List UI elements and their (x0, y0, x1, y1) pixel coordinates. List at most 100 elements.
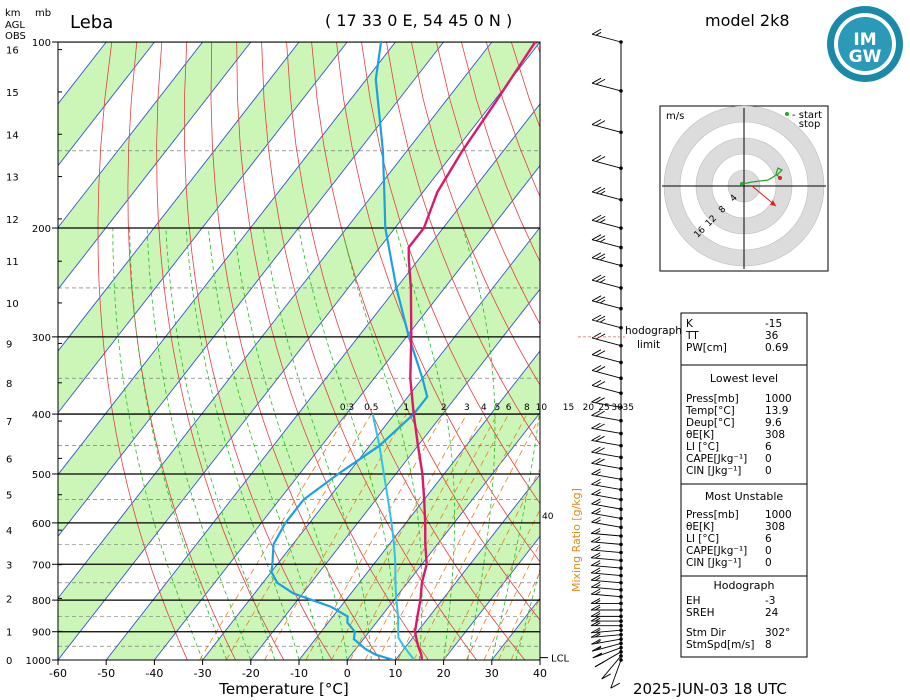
temperature-tick-label: 40 (533, 667, 547, 680)
temperature-tick-label: 0 (344, 667, 351, 680)
index-label: θE[K] (686, 521, 714, 533)
temperature-tick-label: -20 (242, 667, 260, 680)
wind-barb-staff (591, 493, 622, 500)
wind-barb-feather (591, 410, 601, 416)
pressure-tick-label: 400 (32, 410, 51, 421)
index-value: -3 (765, 595, 775, 607)
hodograph-legend-start: - start (792, 110, 822, 121)
wind-barb-half-feather (599, 238, 606, 243)
indices-panel: K -15 TT 36 PW[cm] 0.69 Lowest level Press[mb] 1… (680, 312, 808, 658)
wind-barb (590, 552, 622, 561)
wind-barb-feather (591, 365, 602, 371)
wind-barb-staff (591, 440, 622, 447)
km-label: km (5, 8, 21, 19)
wind-barb (591, 274, 622, 289)
wind-barb-feather (591, 435, 601, 441)
dry-adiabat (127, 42, 237, 660)
mixing-ratio-label: 6 (506, 403, 512, 413)
wind-barb (591, 468, 622, 480)
wind-barb (591, 410, 622, 422)
moist-adiabat (146, 227, 252, 660)
km-tick-label: 2 (6, 594, 12, 605)
wind-barb-staff (591, 521, 622, 528)
wind-barb-staff (591, 191, 622, 201)
wind-barb (591, 252, 622, 266)
mixing-ratio-label: 3 (464, 403, 470, 413)
wind-barb-feather (591, 379, 602, 386)
index-value: 302° (765, 627, 790, 639)
station-name: Leba (70, 12, 113, 33)
obs-label: OBS (5, 31, 26, 42)
hodograph-unit: m/s (666, 111, 684, 122)
wind-barb-half-feather (595, 577, 601, 581)
wind-barb-feather (591, 516, 601, 523)
wind-barb-feather (595, 235, 606, 242)
wind-barb (591, 349, 622, 363)
wind-barb (591, 154, 622, 169)
pressure-tick-label: 1000 (26, 656, 51, 667)
wind-level-dot (619, 466, 623, 471)
wind-barb (591, 365, 622, 379)
wind-barb (591, 642, 622, 652)
wind-level-dot (619, 443, 623, 448)
km-tick-label: 15 (6, 88, 19, 99)
wind-barb-feather (595, 156, 606, 162)
wind-barb-staff (591, 483, 622, 491)
hodograph-stop-point (778, 176, 782, 180)
wind-barb-feather (591, 457, 601, 464)
mixing-ratio-label: 20 (583, 403, 595, 413)
wind-barb-feather (595, 447, 605, 454)
index-label: TT (685, 330, 699, 342)
wind-barb-feather (591, 252, 602, 259)
wind-barb-feather (590, 574, 601, 581)
hodograph-ring-label: 4 (729, 193, 740, 204)
wind-barb-staff (601, 655, 622, 680)
pressure-tick-label: 500 (32, 470, 51, 481)
wind-barb-half-feather (595, 546, 601, 551)
wind-barb-staff (591, 415, 622, 422)
wind-barb-staff (591, 586, 622, 591)
wind-barb (592, 647, 622, 659)
wind-barb (591, 234, 622, 248)
wind-barb (590, 631, 622, 638)
wind-barb-staff (591, 512, 622, 519)
mixing-ratio-label: 15 (563, 403, 574, 413)
wind-barb-feather (591, 77, 602, 84)
km-tick-label: 0 (6, 656, 12, 667)
wind-barb-feather (595, 381, 606, 387)
wind-barb-staff (591, 579, 622, 584)
parcel-curve (371, 413, 415, 660)
temperature-tick-label: -10 (290, 667, 308, 680)
plot-axes: 1002003004005006007008009001000012345678… (6, 38, 634, 680)
wind-barb-feather (591, 396, 601, 403)
wind-level-dot (619, 360, 623, 365)
wind-barb-feather (601, 673, 611, 680)
temperature-tick-label: -60 (49, 667, 67, 680)
wind-barb-feather (590, 536, 601, 543)
mixing-ratio-label: 0.5 (364, 403, 378, 413)
index-value: 6 (765, 441, 772, 453)
wind-barb (590, 527, 622, 537)
dry-adiabat (386, 42, 540, 446)
wind-barb-staff (591, 370, 622, 379)
index-value: 36 (765, 330, 779, 342)
wind-barb-staff (591, 593, 622, 598)
station-coords: ( 17 33 0 E, 54 45 0 N ) (325, 11, 512, 30)
wind-barb-half-feather (595, 584, 601, 588)
wind-level-dot (619, 343, 623, 348)
km-tick-label: 12 (6, 215, 19, 226)
dry-adiabat (183, 42, 333, 660)
wind-barb-half-feather (595, 629, 601, 633)
mixing-ratio-label: 35 (623, 403, 634, 413)
lcl-label: LCL (551, 654, 570, 665)
dry-adiabat (156, 42, 285, 660)
mixing-ratio-label: 10 (536, 403, 548, 413)
dry-adiabat (411, 42, 540, 386)
wind-barb-feather (595, 315, 606, 322)
mixing-ratio-label: 30 (611, 403, 623, 413)
pressure-tick-label: 900 (32, 628, 51, 639)
wind-barb-feather (595, 78, 606, 85)
wind-barb-feather (591, 638, 601, 645)
wind-barb-half-feather (595, 491, 601, 496)
